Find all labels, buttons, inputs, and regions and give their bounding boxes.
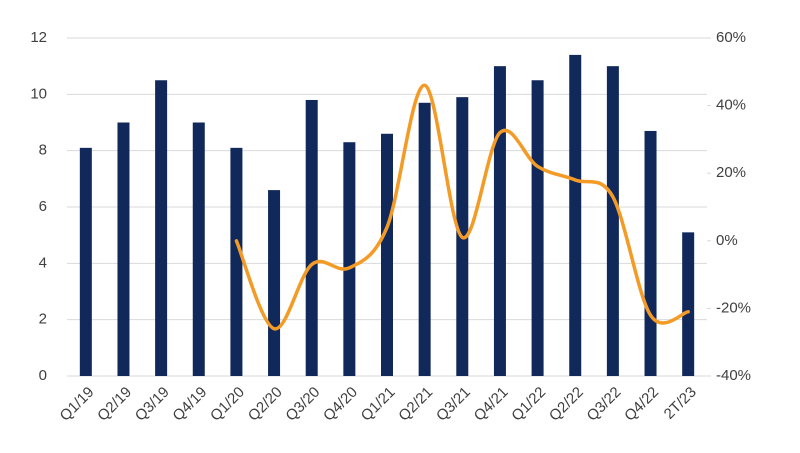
x-tick-label: 2T/23 [661, 384, 700, 423]
bar [493, 66, 506, 377]
bar [192, 122, 205, 376]
bar [305, 99, 318, 376]
x-tick-label: Q3/19 [132, 384, 173, 425]
x-tick-label: Q4/21 [471, 384, 512, 425]
y-tick-label: 4 [39, 254, 47, 271]
x-tick-label: Q1/21 [358, 384, 399, 425]
x-tick-label: Q1/22 [508, 384, 549, 425]
x-tick-label: Q2/20 [245, 384, 286, 425]
x-tick-label: Q4/22 [621, 384, 662, 425]
y2-tick-label: 60% [716, 29, 746, 46]
x-tick-label: Q1/19 [57, 384, 98, 425]
y-tick-label: 6 [39, 198, 47, 215]
bar [644, 130, 657, 376]
bar [117, 122, 130, 376]
y-tick-label: 12 [30, 29, 47, 46]
y2-tick-label: 0% [716, 232, 738, 249]
y-tick-label: 0 [39, 367, 47, 384]
x-tick-label: Q3/21 [433, 384, 474, 425]
y2-tick-label: 20% [716, 164, 746, 181]
y2-tick-label: -20% [716, 299, 751, 316]
bar [343, 142, 356, 376]
bar [531, 80, 544, 376]
x-tick-label: Q2/21 [395, 384, 436, 425]
x-tick-label: Q2/19 [94, 384, 135, 425]
x-tick-label: Q2/22 [546, 384, 587, 425]
x-tick-label: Q3/20 [282, 384, 323, 425]
y2-tick-label: -40% [716, 367, 751, 384]
line [234, 83, 690, 331]
y2-tick-label: 40% [716, 97, 746, 114]
y-tick-label: 8 [39, 142, 47, 159]
x-tick-label: Q4/19 [169, 384, 210, 425]
bar [79, 147, 92, 376]
bar [268, 190, 281, 376]
x-tick-label: Q4/20 [320, 384, 361, 425]
x-tick-label: Q3/22 [584, 384, 625, 425]
y-tick-label: 2 [39, 311, 47, 328]
bar [155, 80, 168, 376]
bar [682, 232, 695, 376]
bar [606, 66, 619, 377]
bar [381, 133, 393, 376]
x-tick-label: Q1/20 [207, 384, 248, 425]
bar [418, 102, 431, 377]
bar [230, 147, 243, 376]
bar [569, 54, 582, 377]
y-tick-label: 10 [30, 85, 47, 102]
